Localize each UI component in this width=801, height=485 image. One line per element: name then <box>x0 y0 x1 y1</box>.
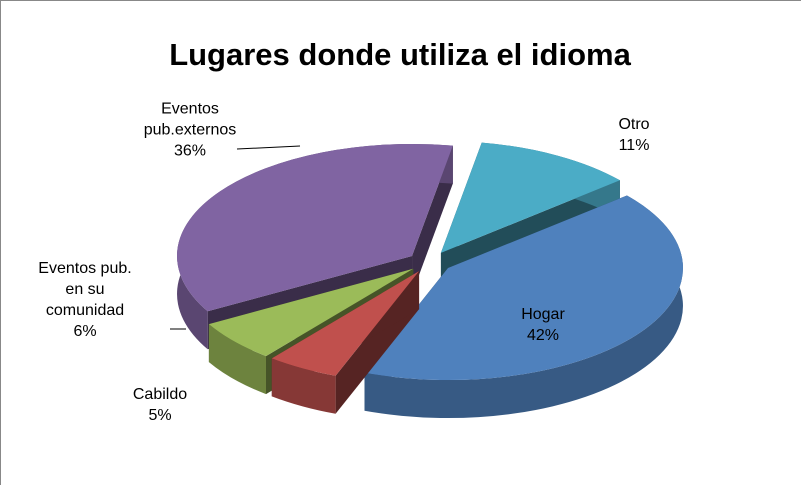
slice-top <box>208 268 414 357</box>
pie-slice <box>271 271 420 414</box>
leader-line <box>236 145 301 150</box>
slice-top <box>364 195 683 381</box>
data-label: Cabildo 5% <box>105 384 215 426</box>
category-label: Eventos pub.externos <box>143 100 237 139</box>
slice-top <box>177 143 453 312</box>
value-label: 6% <box>73 323 97 340</box>
data-label: Eventos pub.externos 36% <box>135 99 245 162</box>
value-label: 36% <box>173 142 207 160</box>
pie <box>177 142 683 419</box>
category-label: Hogar <box>521 306 565 323</box>
slice-side <box>271 358 336 414</box>
slice-side <box>208 324 266 395</box>
category-label: Cabildo <box>132 386 188 403</box>
data-label: Eventos pub. en su comunidad 6% <box>30 258 140 342</box>
pie-slice <box>364 195 683 419</box>
value-label: 42% <box>526 327 560 344</box>
category-label: Otro <box>618 116 650 133</box>
category-label: Eventos pub. en su comunidad <box>38 260 132 319</box>
slice-side <box>364 195 683 419</box>
value-label: 11% <box>618 137 650 154</box>
slice-top <box>440 142 620 253</box>
data-label: Hogar 42% <box>488 304 598 346</box>
slice-top <box>271 271 420 376</box>
value-label: 5% <box>148 407 172 424</box>
data-label: Otro 11% <box>579 114 689 156</box>
chart-title: Lugares donde utiliza el idioma <box>169 37 631 72</box>
